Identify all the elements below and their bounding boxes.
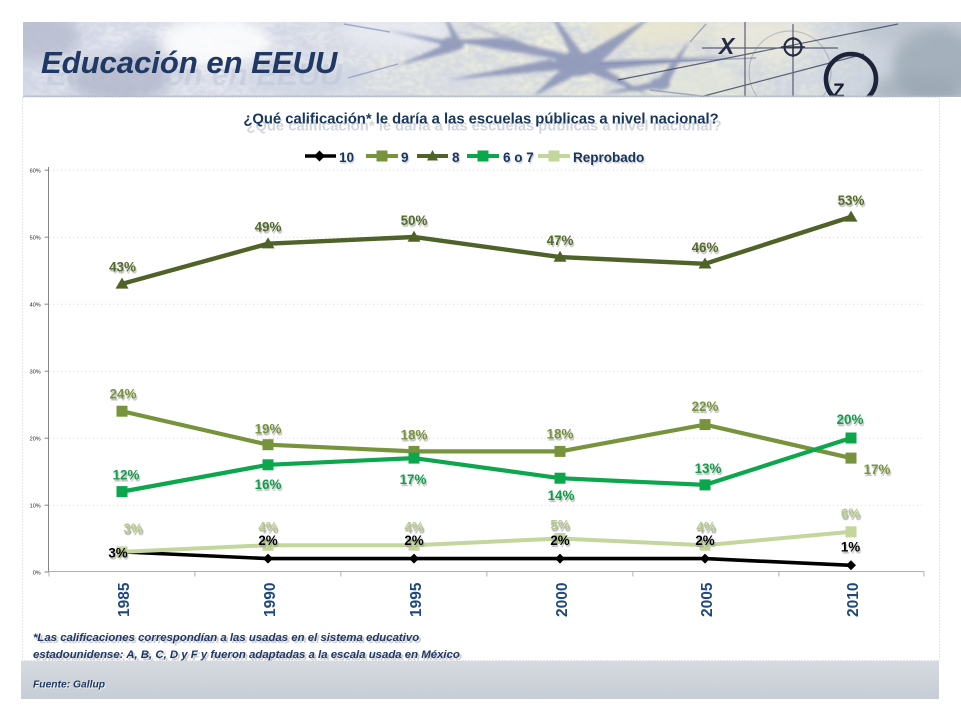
svg-text:17%: 17%	[864, 462, 891, 477]
svg-text:40%: 40%	[30, 303, 41, 309]
svg-text:Reprobado: Reprobado	[573, 150, 644, 165]
svg-text:0%: 0%	[33, 570, 41, 576]
svg-text:*Las calificaciones correspond: *Las calificaciones correspondían a las …	[33, 632, 419, 644]
svg-text:14%: 14%	[548, 488, 575, 503]
svg-text:20%: 20%	[30, 437, 41, 443]
svg-text:49%: 49%	[255, 220, 282, 235]
svg-text:47%: 47%	[547, 233, 574, 248]
svg-text:Fuente: Gallup: Fuente: Gallup	[33, 680, 105, 691]
svg-text:43%: 43%	[109, 260, 136, 275]
svg-text:4%: 4%	[696, 520, 715, 535]
svg-text:5%: 5%	[550, 518, 569, 533]
svg-text:13%: 13%	[695, 461, 722, 476]
svg-text:Educación en EEUU: Educación en EEUU	[41, 45, 339, 80]
svg-text:1%: 1%	[841, 540, 860, 555]
svg-text:20%: 20%	[837, 412, 864, 427]
svg-text:X: X	[717, 33, 736, 59]
svg-text:¿Qué calificación* le daría a: ¿Qué calificación* le daría a las escuel…	[246, 119, 721, 135]
svg-text:2%: 2%	[695, 533, 714, 548]
svg-text:4%: 4%	[258, 520, 277, 535]
svg-text:3%: 3%	[123, 521, 142, 536]
svg-text:2%: 2%	[550, 533, 569, 548]
svg-text:16%: 16%	[255, 477, 282, 492]
svg-text:6 o 7: 6 o 7	[503, 150, 534, 165]
svg-text:Educación en EEUU: Educación en EEUU	[46, 57, 344, 92]
svg-text:1990: 1990	[262, 583, 279, 617]
svg-text:10%: 10%	[30, 504, 41, 510]
svg-text:¿Qué calificación* le daría a: ¿Qué calificación* le daría a las escuel…	[243, 112, 718, 128]
svg-text:3%: 3%	[108, 546, 127, 561]
svg-text:1985: 1985	[116, 582, 133, 617]
svg-text:estadounidense: A, B, C, D y F: estadounidense: A, B, C, D y F y fueron …	[33, 649, 460, 661]
svg-text:30%: 30%	[30, 370, 41, 376]
svg-text:6%: 6%	[841, 506, 860, 521]
svg-text:1995: 1995	[408, 582, 425, 617]
svg-text:18%: 18%	[547, 427, 574, 442]
svg-text:8: 8	[452, 150, 460, 165]
svg-text:9: 9	[401, 150, 409, 165]
svg-text:Z: Z	[833, 81, 845, 102]
svg-text:22%: 22%	[692, 399, 719, 414]
svg-text:17%: 17%	[400, 472, 427, 487]
svg-text:2%: 2%	[404, 533, 423, 548]
svg-text:12%: 12%	[113, 468, 140, 483]
svg-text:18%: 18%	[401, 428, 428, 443]
svg-text:50%: 50%	[401, 213, 428, 228]
svg-text:53%: 53%	[838, 193, 865, 208]
svg-text:4%: 4%	[404, 520, 423, 535]
svg-text:24%: 24%	[110, 387, 137, 402]
svg-text:50%: 50%	[30, 236, 41, 242]
svg-text:60%: 60%	[30, 169, 41, 175]
svg-text:2000: 2000	[554, 583, 571, 617]
svg-text:10: 10	[339, 150, 354, 165]
svg-text:2005: 2005	[699, 582, 716, 617]
svg-text:2010: 2010	[845, 583, 862, 617]
svg-text:19%: 19%	[255, 422, 282, 437]
svg-text:2%: 2%	[258, 533, 277, 548]
svg-text:46%: 46%	[692, 240, 719, 255]
